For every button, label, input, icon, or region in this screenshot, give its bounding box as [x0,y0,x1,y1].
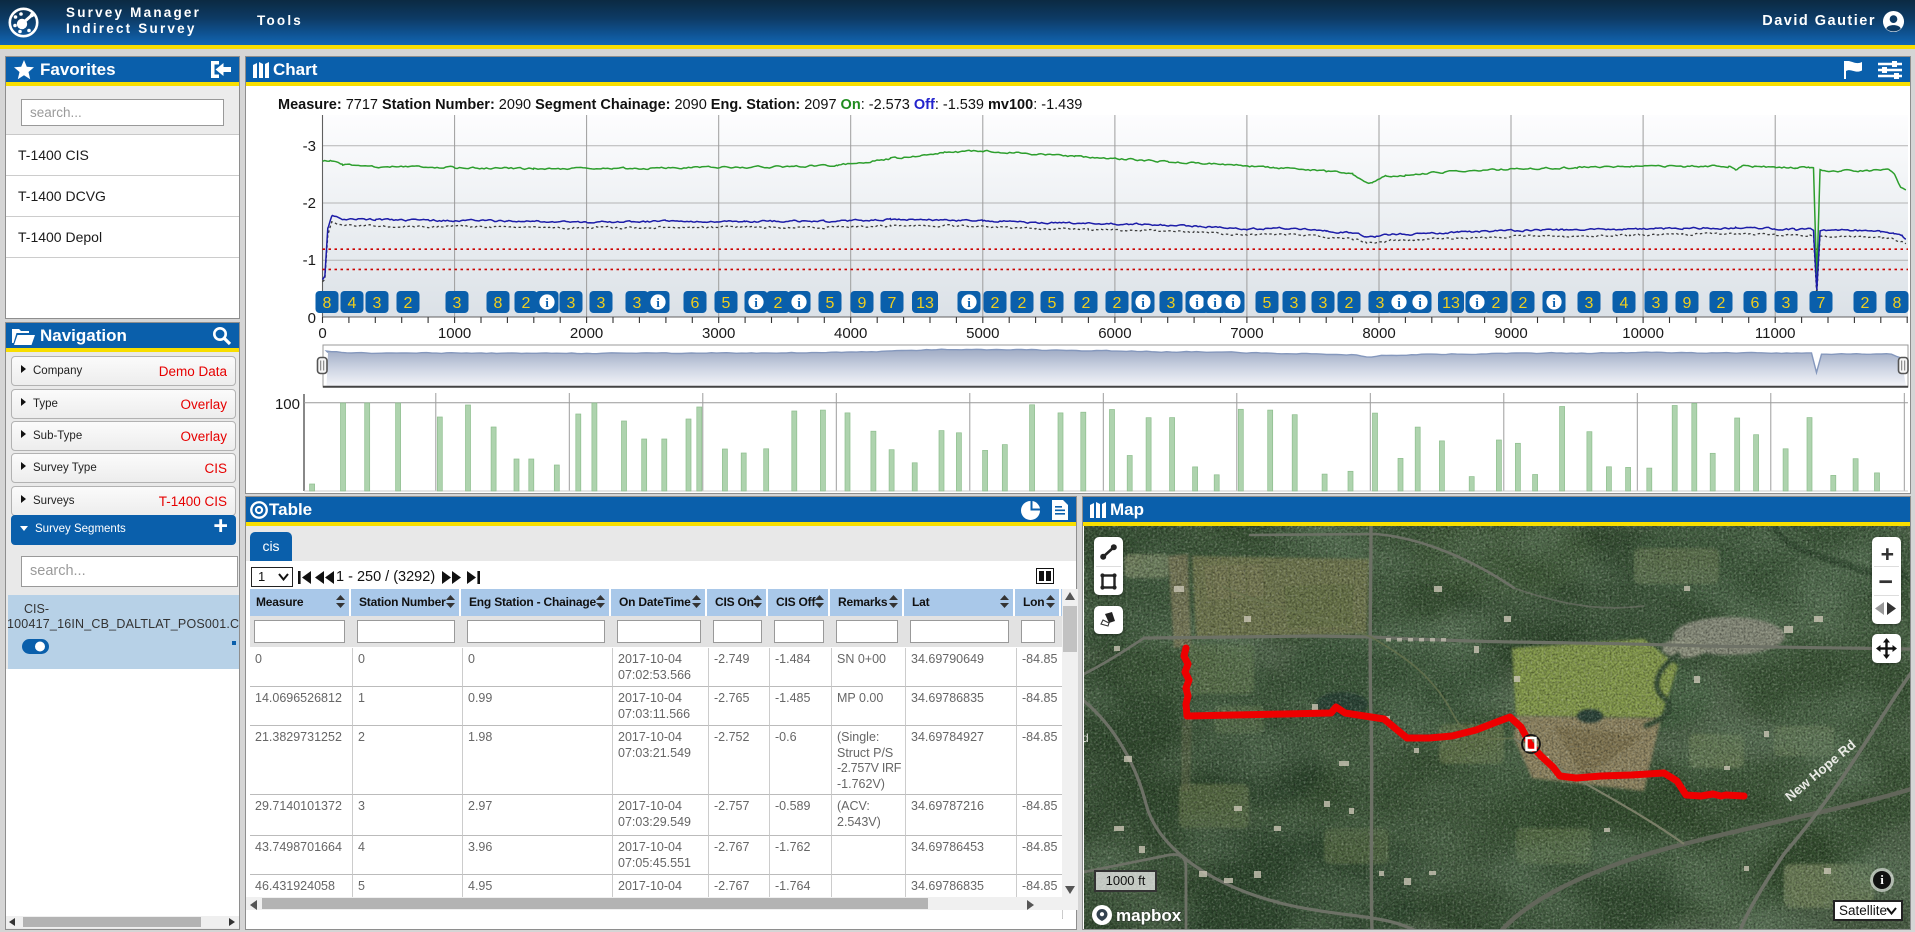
svg-text:i: i [1213,295,1217,310]
svg-text:2: 2 [1861,295,1870,312]
svg-text:3: 3 [1585,295,1594,312]
svg-text:2: 2 [1018,295,1027,312]
svg-text:7: 7 [1817,295,1826,312]
svg-text:3: 3 [453,295,462,312]
svg-text:3: 3 [1782,295,1791,312]
svg-text:2: 2 [1519,295,1528,312]
svg-text:100: 100 [275,396,300,413]
svg-text:8: 8 [494,295,503,312]
svg-text:3: 3 [1376,295,1385,312]
svg-text:9: 9 [858,295,867,312]
svg-text:3: 3 [373,295,382,312]
svg-text:i: i [1195,295,1199,310]
svg-text:3: 3 [1319,295,1328,312]
svg-text:9: 9 [1683,295,1692,312]
svg-text:2: 2 [1113,295,1122,312]
svg-text:5: 5 [1048,295,1057,312]
svg-text:-1: -1 [303,252,316,269]
svg-text:mapbox: mapbox [1116,906,1182,925]
svg-text:3: 3 [633,295,642,312]
svg-text:i: i [545,295,549,310]
svg-text:3: 3 [1290,295,1299,312]
svg-text:i: i [1475,295,1479,310]
svg-text:d: d [1084,731,1089,745]
svg-text:2: 2 [522,295,531,312]
svg-text:4: 4 [348,295,357,312]
svg-text:-2: -2 [303,195,316,212]
svg-text:11000: 11000 [1755,325,1796,342]
svg-text:8: 8 [323,295,332,312]
svg-text:3: 3 [1652,295,1661,312]
svg-text:10000: 10000 [1622,325,1664,342]
svg-text:6: 6 [691,295,700,312]
svg-text:6: 6 [1751,295,1760,312]
svg-text:0: 0 [308,310,316,327]
svg-text:i: i [656,295,660,310]
svg-text:4000: 4000 [834,325,867,342]
svg-text:6000: 6000 [1098,325,1131,342]
svg-text:1000: 1000 [438,325,471,342]
svg-text:2000: 2000 [570,325,603,342]
svg-text:-3: -3 [303,138,316,155]
svg-text:3: 3 [1167,295,1176,312]
svg-text:8: 8 [1893,295,1902,312]
svg-text:2: 2 [774,295,783,312]
svg-text:5: 5 [722,295,731,312]
svg-text:i: i [1552,295,1556,310]
svg-text:i: i [1231,295,1235,310]
svg-text:i: i [1418,295,1422,310]
svg-text:i: i [967,295,971,310]
svg-text:2: 2 [991,295,1000,312]
svg-text:13: 13 [1442,295,1460,312]
svg-text:5000: 5000 [966,325,999,342]
svg-text:0: 0 [318,325,326,342]
svg-text:2: 2 [1345,295,1354,312]
svg-text:2: 2 [1082,295,1091,312]
svg-text:13: 13 [916,295,934,312]
svg-text:4: 4 [1620,295,1629,312]
svg-text:5: 5 [1263,295,1272,312]
svg-text:8000: 8000 [1362,325,1395,342]
svg-text:3: 3 [567,295,576,312]
svg-text:5: 5 [826,295,835,312]
svg-text:i: i [1397,295,1401,310]
svg-text:7: 7 [888,295,897,312]
svg-text:2: 2 [1492,295,1501,312]
svg-text:i: i [754,295,758,310]
svg-text:2: 2 [404,295,413,312]
svg-text:2: 2 [1717,295,1726,312]
svg-text:i: i [1141,295,1145,310]
svg-text:3000: 3000 [702,325,735,342]
svg-text:i: i [797,295,801,310]
svg-text:3: 3 [597,295,606,312]
svg-text:7000: 7000 [1230,325,1263,342]
svg-text:9000: 9000 [1494,325,1527,342]
